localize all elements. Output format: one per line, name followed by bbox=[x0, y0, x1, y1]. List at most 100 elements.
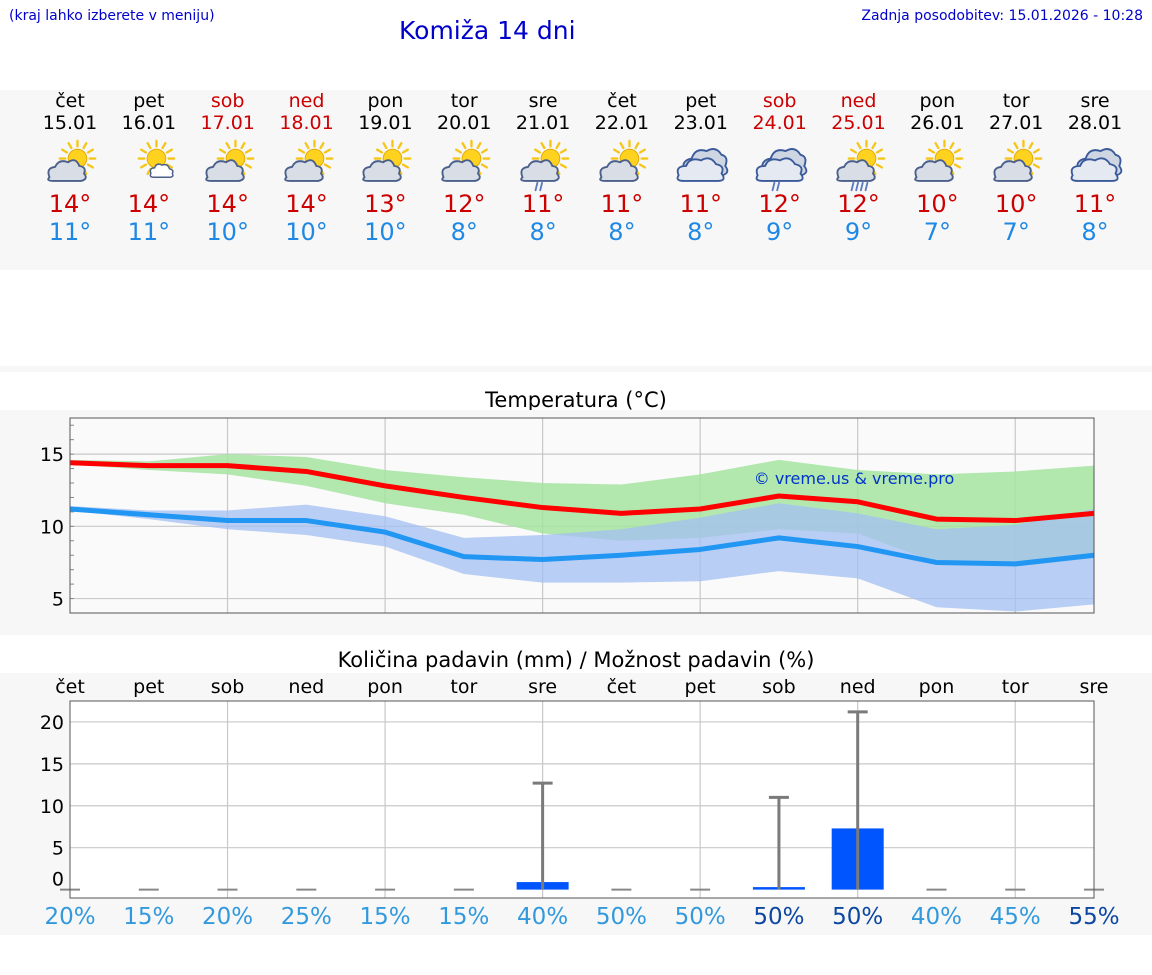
sun-cloud-heavy-rain-icon bbox=[835, 139, 885, 192]
day-date: 19.01 bbox=[358, 112, 413, 134]
temperature-chart: 5 10 15 © vreme.us & vreme.pro bbox=[0, 410, 1152, 635]
temp-min: 10° bbox=[285, 218, 328, 246]
temp-max: 10° bbox=[994, 190, 1038, 218]
max-temp-line bbox=[69, 460, 1095, 524]
temp-min: 7° bbox=[923, 218, 951, 246]
sun-cloud-icon bbox=[914, 139, 964, 182]
temp-min: 9° bbox=[844, 218, 873, 246]
x-tick-label: pet bbox=[685, 676, 716, 698]
day-column: pon 26.01 10° 7° bbox=[892, 90, 982, 246]
plot-frame bbox=[69, 417, 1095, 614]
temp-max: 11° bbox=[600, 190, 644, 218]
day-name: pon bbox=[367, 90, 404, 112]
day-date: 16.01 bbox=[121, 112, 177, 134]
x-tick-label: sob bbox=[211, 676, 245, 698]
day-column: ned 18.01 14° 10° bbox=[262, 90, 352, 246]
day-date: 17.01 bbox=[200, 112, 255, 134]
day-name: tor bbox=[450, 90, 478, 112]
temp-min: 11° bbox=[127, 218, 171, 246]
day-name: sre bbox=[528, 90, 558, 112]
day-date: 27.01 bbox=[988, 112, 1044, 134]
day-column: sre 21.01 11° 8° bbox=[498, 90, 588, 246]
day-date: 24.01 bbox=[752, 112, 807, 134]
day-column: čet 15.01 14° 11° bbox=[25, 90, 115, 246]
day-date: 18.01 bbox=[279, 112, 334, 134]
forecast-strip bbox=[0, 90, 1152, 270]
sun-small-cloud-icon bbox=[137, 139, 176, 178]
sun-cloud-icon bbox=[204, 139, 255, 182]
watermark: © vreme.us & vreme.pro bbox=[754, 469, 955, 488]
day-name: čet bbox=[607, 90, 637, 112]
sun-cloud-icon bbox=[362, 139, 412, 182]
sun-cloud-icon bbox=[599, 139, 649, 182]
temp-max: 11° bbox=[679, 190, 723, 218]
day-column: pet 16.01 14° 11° bbox=[104, 90, 194, 246]
day-date: 23.01 bbox=[673, 112, 728, 134]
day-name: čet bbox=[55, 90, 85, 112]
day-column: sre 28.01 11° 8° bbox=[1050, 90, 1140, 246]
precip-probability: 50% bbox=[674, 904, 726, 930]
day-name: sre bbox=[1080, 90, 1110, 112]
precip-probability: 20% bbox=[201, 904, 254, 930]
temp-max: 14° bbox=[206, 190, 249, 218]
day-column: pon 19.01 13° 10° bbox=[340, 90, 430, 246]
temp-min: 8° bbox=[1081, 218, 1109, 246]
temp-max: 10° bbox=[916, 190, 959, 218]
day-column: pet 23.01 11° 8° bbox=[656, 90, 746, 246]
temp-max: 14° bbox=[285, 190, 328, 218]
x-tick-label: pon bbox=[919, 676, 955, 698]
temp-min: 10° bbox=[364, 218, 407, 246]
y-tick-label: 5 bbox=[52, 589, 64, 611]
precip-probability: 45% bbox=[989, 904, 1041, 930]
region-hint: (kraj lahko izberete v meniju) bbox=[9, 8, 215, 24]
temp-max: 11° bbox=[1073, 190, 1117, 218]
temp-min: 8° bbox=[529, 218, 557, 246]
cloud-rain-icon bbox=[755, 148, 807, 192]
precip-probability: 50% bbox=[753, 904, 805, 930]
sun-cloud-icon bbox=[993, 139, 1043, 182]
sun-cloud-icon bbox=[283, 139, 333, 182]
cloudy-icon bbox=[1070, 148, 1123, 182]
day-date: 20.01 bbox=[437, 112, 492, 134]
x-tick-label: ned bbox=[840, 676, 876, 698]
precip-probability: 40% bbox=[910, 904, 963, 930]
y-tick-label: 0 bbox=[52, 869, 64, 891]
day-date: 21.01 bbox=[515, 112, 571, 134]
sun-cloud-light-rain-icon bbox=[520, 139, 570, 192]
day-date: 28.01 bbox=[1067, 112, 1123, 134]
x-tick-label: čet bbox=[607, 676, 637, 698]
y-tick-label: 20 bbox=[40, 712, 64, 734]
x-tick-label: sre bbox=[528, 676, 557, 698]
precip-probability: 15% bbox=[438, 904, 490, 930]
y-tick-label: 10 bbox=[40, 516, 64, 538]
temp-min: 11° bbox=[48, 218, 92, 246]
precip-probability: 50% bbox=[832, 904, 884, 930]
x-tick-label: ned bbox=[288, 676, 324, 698]
temp-min: 8° bbox=[687, 218, 715, 246]
precipitation-chart: čet pet sob ned pon tor sre čet pet sob ned pon tor s… bbox=[0, 673, 1152, 935]
x-tick-label: tor bbox=[1002, 676, 1029, 698]
temp-min: 10° bbox=[206, 218, 249, 246]
precip-probability: 20% bbox=[44, 904, 96, 930]
y-tick-label: 10 bbox=[40, 796, 64, 818]
day-column: tor 20.01 12° 8° bbox=[419, 90, 509, 246]
day-date: 22.01 bbox=[594, 112, 650, 134]
plot-area bbox=[70, 701, 1094, 898]
day-column: sob 24.01 12° 9° bbox=[735, 90, 825, 246]
y-tick-label: 15 bbox=[40, 754, 64, 776]
temp-min: 8° bbox=[450, 218, 478, 246]
day-column: čet 22.01 11° 8° bbox=[577, 90, 667, 246]
precip-probability: 50% bbox=[595, 904, 647, 930]
temp-max: 12° bbox=[442, 190, 486, 218]
day-name: pon bbox=[919, 90, 956, 112]
day-name: ned bbox=[840, 90, 877, 112]
temp-max: 12° bbox=[837, 190, 880, 218]
temp-max: 12° bbox=[758, 190, 801, 218]
day-column: sob 17.01 14° 10° bbox=[183, 90, 273, 246]
min-temp-line bbox=[69, 506, 1095, 567]
x-tick-label: čet bbox=[55, 676, 85, 698]
y-tick-label: 15 bbox=[40, 444, 64, 466]
day-name: sob bbox=[762, 90, 797, 112]
x-tick-label: pon bbox=[367, 676, 403, 698]
day-date: 25.01 bbox=[831, 112, 886, 134]
